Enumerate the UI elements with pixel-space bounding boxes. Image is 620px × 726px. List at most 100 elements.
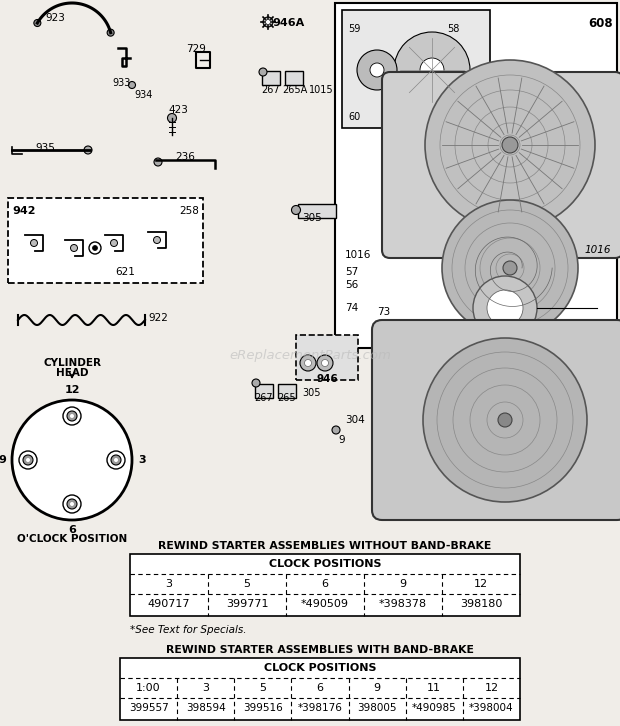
Circle shape	[19, 451, 37, 469]
Text: 5: 5	[259, 683, 267, 693]
Circle shape	[300, 355, 316, 371]
Text: 608: 608	[588, 17, 613, 30]
Text: 12: 12	[64, 385, 80, 395]
Circle shape	[154, 237, 161, 243]
Text: 398005: 398005	[357, 703, 397, 713]
Text: 3: 3	[166, 579, 172, 589]
Bar	[296, 335, 358, 380]
Text: 729: 729	[186, 44, 206, 54]
Circle shape	[502, 137, 518, 153]
Circle shape	[167, 113, 177, 123]
Circle shape	[317, 355, 333, 371]
Circle shape	[332, 426, 340, 434]
Circle shape	[425, 60, 595, 230]
Text: 935: 935	[35, 143, 55, 153]
Bar	[262, 71, 280, 85]
Text: 6: 6	[322, 579, 329, 589]
Text: 304: 304	[345, 415, 365, 425]
Circle shape	[107, 451, 125, 469]
Circle shape	[357, 50, 397, 90]
Text: 9: 9	[0, 455, 6, 465]
Circle shape	[89, 242, 101, 254]
Text: 236: 236	[175, 152, 195, 162]
Text: 3: 3	[138, 455, 146, 465]
Text: 5: 5	[244, 579, 250, 589]
Text: 9: 9	[338, 435, 345, 445]
Text: 9: 9	[399, 579, 407, 589]
Text: O'CLOCK POSITION: O'CLOCK POSITION	[17, 534, 127, 544]
Circle shape	[259, 68, 267, 76]
Text: 58: 58	[447, 24, 459, 34]
Circle shape	[114, 458, 118, 462]
Circle shape	[107, 29, 114, 36]
Text: 934: 934	[134, 90, 153, 100]
Circle shape	[70, 414, 74, 418]
Text: 6: 6	[316, 683, 324, 693]
Circle shape	[291, 205, 301, 214]
Text: 3: 3	[202, 683, 209, 693]
Text: CYLINDER: CYLINDER	[43, 358, 101, 368]
Circle shape	[84, 146, 92, 154]
Circle shape	[23, 455, 33, 465]
Text: 305: 305	[302, 213, 322, 223]
Text: 946: 946	[316, 374, 338, 384]
Circle shape	[487, 290, 523, 326]
Text: 267: 267	[254, 393, 273, 403]
Text: REWIND STARTER ASSEMBLIES WITHOUT BAND-BRAKE: REWIND STARTER ASSEMBLIES WITHOUT BAND-B…	[158, 541, 492, 551]
Bar	[298, 204, 336, 218]
Text: *See Text for Specials.: *See Text for Specials.	[130, 625, 247, 635]
Bar	[285, 71, 303, 85]
Text: 922: 922	[148, 313, 168, 323]
Text: 305: 305	[302, 388, 321, 398]
Bar	[120, 658, 520, 720]
Text: HEAD: HEAD	[56, 368, 88, 378]
FancyBboxPatch shape	[382, 72, 620, 258]
Text: 12: 12	[474, 579, 488, 589]
Circle shape	[26, 458, 30, 462]
Circle shape	[70, 502, 74, 506]
Bar	[335, 3, 617, 348]
Text: 1016: 1016	[345, 250, 371, 260]
Circle shape	[12, 400, 132, 520]
Text: 399557: 399557	[129, 703, 169, 713]
Circle shape	[92, 245, 97, 250]
Circle shape	[111, 455, 121, 465]
Text: 59: 59	[348, 24, 360, 34]
Text: 60: 60	[348, 112, 360, 122]
Circle shape	[67, 411, 77, 421]
Text: CLOCK POSITIONS: CLOCK POSITIONS	[268, 559, 381, 569]
Circle shape	[304, 359, 311, 367]
FancyBboxPatch shape	[372, 320, 620, 520]
Text: 933: 933	[112, 78, 130, 88]
Text: 12: 12	[484, 683, 498, 693]
Text: 57: 57	[345, 267, 358, 277]
Circle shape	[63, 495, 81, 513]
Circle shape	[128, 81, 136, 89]
Text: 490717: 490717	[148, 599, 190, 609]
Text: 6: 6	[68, 525, 76, 535]
Text: 398180: 398180	[460, 599, 502, 609]
Text: *398378: *398378	[379, 599, 427, 609]
Circle shape	[252, 379, 260, 387]
Text: *398176: *398176	[298, 703, 342, 713]
Text: 73: 73	[377, 307, 390, 317]
Text: 1:00: 1:00	[136, 683, 161, 693]
Text: 942: 942	[12, 206, 35, 216]
Circle shape	[30, 240, 37, 247]
Text: 265A: 265A	[282, 85, 308, 95]
Circle shape	[34, 20, 41, 27]
Circle shape	[67, 499, 77, 509]
Bar	[278, 384, 296, 398]
Circle shape	[394, 32, 470, 108]
Circle shape	[154, 158, 162, 166]
Circle shape	[442, 200, 578, 336]
Text: 621: 621	[115, 267, 135, 277]
Text: 398594: 398594	[186, 703, 226, 713]
Text: 923: 923	[45, 13, 65, 23]
Circle shape	[370, 63, 384, 77]
Text: *398004: *398004	[469, 703, 514, 713]
Bar	[130, 554, 520, 616]
Text: 74: 74	[345, 303, 358, 313]
Circle shape	[71, 245, 78, 251]
Bar	[342, 10, 490, 128]
